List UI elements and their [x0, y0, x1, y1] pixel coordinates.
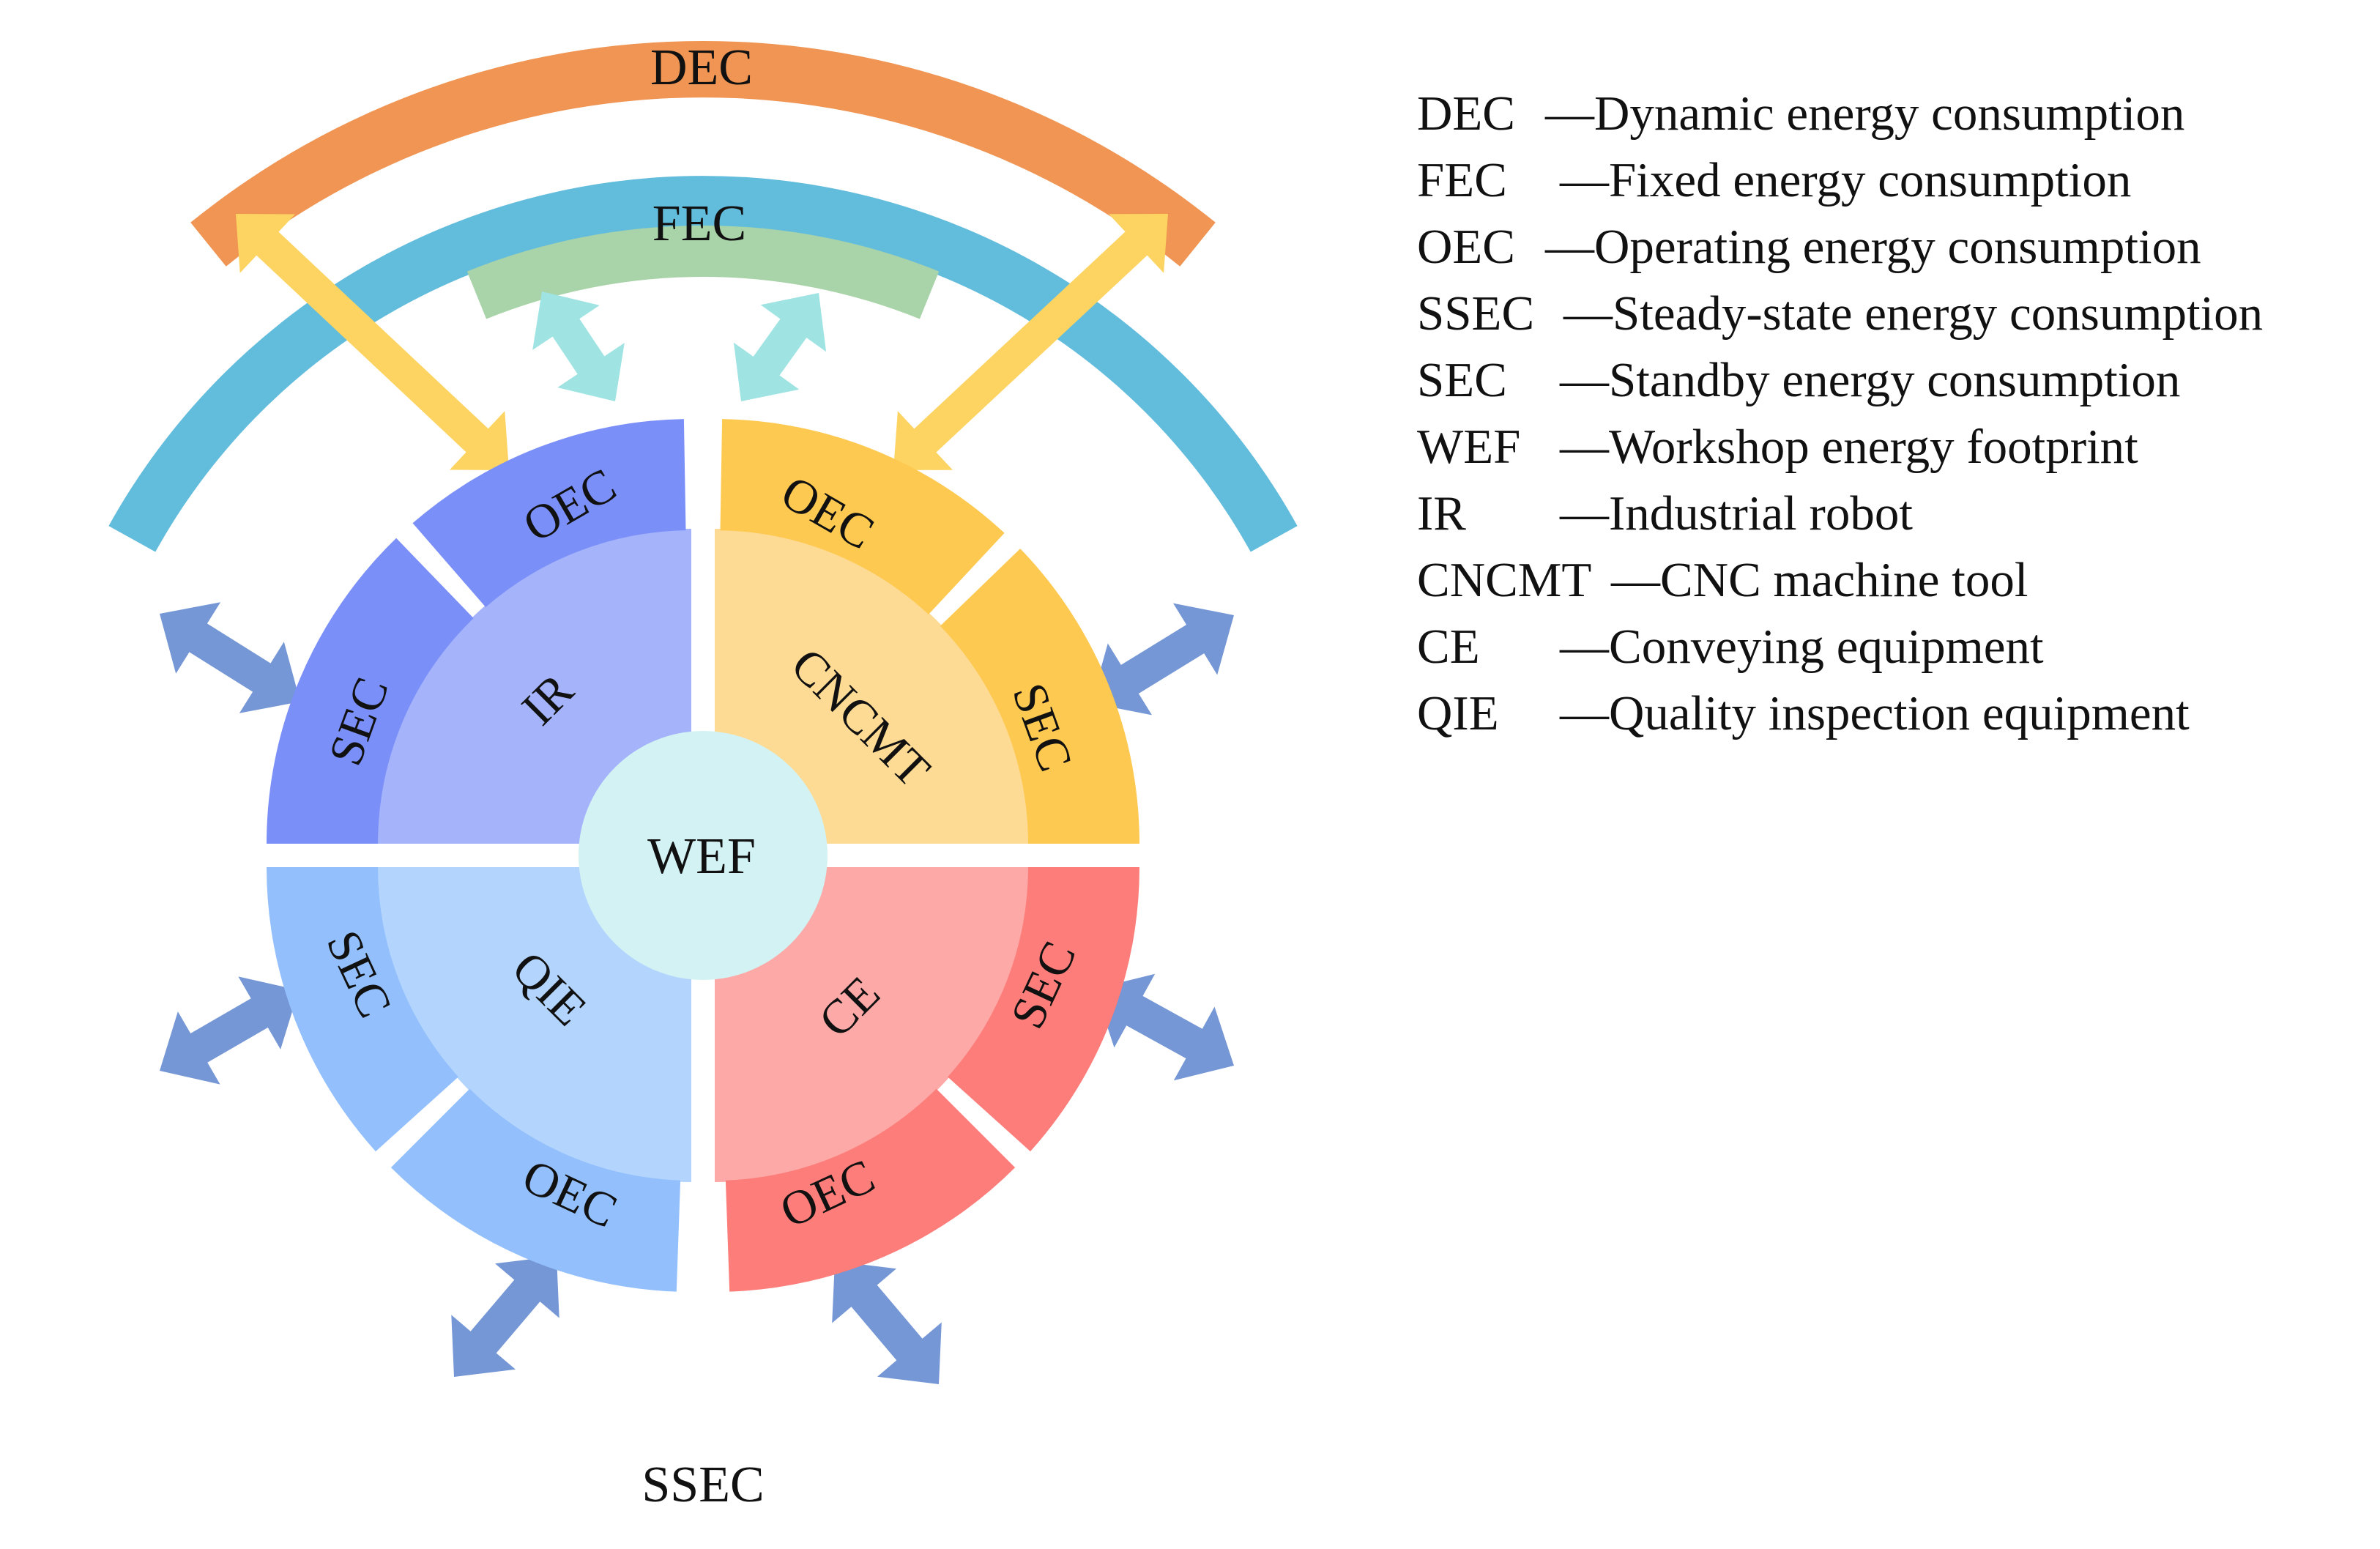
- legend-desc: Operating energy consumption: [1545, 214, 2201, 281]
- legend-abbr: OEC: [1417, 220, 1515, 274]
- dec-arrow-right: [893, 214, 1168, 470]
- qie-oec-segment: [390, 1088, 681, 1292]
- legend-desc: Dynamic energy consumption: [1545, 81, 2184, 147]
- wef-center-circle: [579, 731, 828, 980]
- legend-abbr: CE: [1417, 620, 1480, 674]
- ssec-label: SSEC: [642, 1457, 764, 1513]
- legend-desc: Standby energy consumption: [1560, 347, 2180, 414]
- dec-arrow-left: [236, 214, 509, 470]
- ssec-arrow-bottom-left: [451, 1256, 559, 1377]
- fec-arrow-left: [532, 291, 625, 401]
- ir-oec-segment: [412, 419, 686, 607]
- dec-arc: [190, 40, 1216, 267]
- ce-inner-sector: [715, 867, 1030, 1182]
- ssec-arrow-bottom-right: [832, 1261, 942, 1384]
- fec-label: FEC: [652, 196, 746, 252]
- legend-desc: Industrial robot: [1560, 480, 1913, 547]
- ir-sec-segment: [267, 538, 474, 844]
- legend-desc: Fixed energy consumption: [1560, 147, 2131, 214]
- legend-row-oec: OEC Operating energy consumption: [1417, 214, 2369, 281]
- ssec-arrow-lower-right: [1095, 973, 1234, 1081]
- cncmt-sec-segment: [940, 549, 1139, 844]
- legend-abbr: SEC: [1417, 353, 1507, 407]
- legend: DEC Dynamic energy consumption FEC Fixed…: [1417, 81, 2369, 747]
- qie-sec-segment: [267, 867, 458, 1152]
- quadrant-ce: [715, 867, 1139, 1292]
- legend-row-ce: CE Conveying equipment: [1417, 614, 2369, 680]
- legend-desc: CNC machine tool: [1611, 547, 2028, 614]
- legend-abbr: SSEC: [1417, 286, 1535, 341]
- legend-abbr: FEC: [1417, 153, 1507, 207]
- quadrant-qie: [267, 867, 691, 1292]
- legend-row-sec: SEC Standby energy consumption: [1417, 347, 2369, 414]
- legend-abbr: DEC: [1417, 86, 1515, 141]
- legend-desc: Workshop energy footprint: [1560, 414, 2138, 480]
- fec-arrow-right: [733, 293, 827, 401]
- dec-label: DEC: [650, 40, 753, 96]
- legend-abbr: WEF: [1417, 420, 1521, 474]
- arrows-group: [160, 214, 1234, 1384]
- quadrant-cncmt: [715, 419, 1139, 844]
- legend-abbr: CNCMT: [1417, 553, 1592, 607]
- fec-arc: [466, 225, 940, 319]
- ssec-arrow-lower-left: [160, 976, 299, 1085]
- ssec-ring: [108, 176, 1298, 552]
- ssec-arrow-upper-right: [1091, 603, 1234, 716]
- legend-row-ir: IR Industrial robot: [1417, 480, 2369, 547]
- legend-desc: Conveying equipment: [1560, 614, 2044, 680]
- qie-inner-sector: [376, 867, 691, 1182]
- legend-abbr: QIE: [1417, 686, 1499, 740]
- wef-label: WEF: [647, 828, 756, 885]
- legend-abbr: IR: [1417, 486, 1466, 541]
- cncmt-oec-segment: [720, 419, 1005, 614]
- ir-inner-sector: [376, 529, 691, 844]
- ssec-arrow-upper-left: [160, 602, 300, 713]
- legend-row-wef: WEF Workshop energy footprint: [1417, 414, 2369, 480]
- ce-oec-segment: [725, 1088, 1016, 1292]
- cncmt-inner-sector: [715, 529, 1030, 844]
- legend-row-qie: QIE Quality inspection equipment: [1417, 680, 2369, 747]
- legend-desc: Steady-state energy consumption: [1563, 281, 2263, 347]
- legend-row-cncmt: CNCMT CNC machine tool: [1417, 547, 2369, 614]
- legend-row-fec: FEC Fixed energy consumption: [1417, 147, 2369, 214]
- quadrant-ir: [267, 419, 691, 844]
- legend-row-ssec: SSEC Steady-state energy consumption: [1417, 281, 2369, 347]
- legend-desc: Quality inspection equipment: [1560, 680, 2190, 747]
- ce-sec-segment: [948, 867, 1139, 1152]
- legend-row-dec: DEC Dynamic energy consumption: [1417, 81, 2369, 147]
